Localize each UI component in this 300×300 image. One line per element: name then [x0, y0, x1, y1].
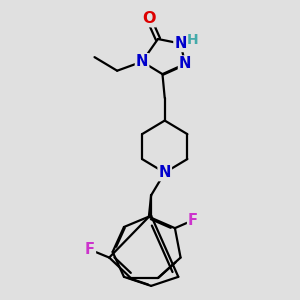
Text: O: O [142, 11, 156, 26]
Text: F: F [188, 213, 198, 228]
Text: N: N [179, 56, 191, 71]
Text: N: N [158, 165, 171, 180]
Text: N: N [136, 54, 148, 69]
Text: N: N [174, 36, 187, 51]
Text: F: F [85, 242, 95, 257]
Text: H: H [187, 33, 199, 47]
